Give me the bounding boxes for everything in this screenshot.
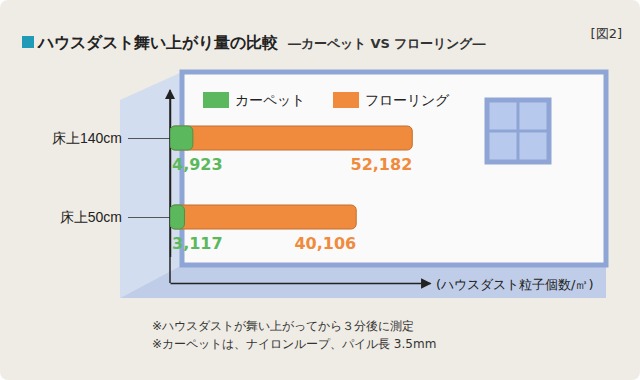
background xyxy=(0,0,640,380)
data-label: 40,106 xyxy=(294,234,356,253)
y-axis-arrow xyxy=(169,90,171,283)
x-axis-title: (ハウスダスト粒子個数/㎥) xyxy=(436,277,594,292)
legend-label: フローリング xyxy=(365,92,450,108)
back-wall xyxy=(182,72,606,265)
title-marker xyxy=(22,36,34,48)
bar xyxy=(170,126,193,150)
bar xyxy=(170,205,184,229)
data-labels: 52,182 40,106 4,923 3,117 xyxy=(172,155,412,253)
figure-label: [図2] xyxy=(591,26,622,41)
title: ハウスダスト舞い上がり量の比較 xyxy=(37,33,279,52)
data-label: 4,923 xyxy=(172,155,223,174)
y-axis: 床上140cm 床上50cm xyxy=(52,99,171,257)
y-tick: 床上140cm xyxy=(52,130,170,146)
legend-label: カーペット xyxy=(235,92,305,108)
legend-swatch xyxy=(203,92,229,108)
panel xyxy=(0,0,640,380)
y-tick-label: 床上50cm xyxy=(60,209,122,225)
x-axis xyxy=(171,283,431,284)
data-label: 3,117 xyxy=(172,234,223,253)
bar xyxy=(170,126,412,150)
left-wall xyxy=(120,72,182,298)
x-axis-line xyxy=(171,283,431,285)
legend: カーペット フローリング xyxy=(203,92,450,108)
floor xyxy=(120,265,606,298)
legend-swatch xyxy=(333,92,359,108)
bars xyxy=(170,126,412,229)
chart: ハウスダスト舞い上がり量の比較 ―カーペット VS フローリング― [図2] ※ハウス… xyxy=(0,0,640,380)
y-tick-mark xyxy=(128,138,170,139)
data-label: 52,182 xyxy=(351,155,413,174)
y-tick: 床上50cm xyxy=(60,209,170,225)
y-tick-mark xyxy=(128,217,170,218)
window xyxy=(487,100,549,162)
note: ※ハウスダストが舞い上がってから３分後に測定 xyxy=(152,319,414,333)
y-tick-label: 床上140cm xyxy=(52,130,122,146)
title-group: ハウスダスト舞い上がり量の比較 ―カーペット VS フローリング― xyxy=(37,33,485,52)
window-frame xyxy=(487,130,549,133)
note: ※カーペットは、ナイロンループ、パイル長 3.5mm xyxy=(152,337,436,351)
bar xyxy=(170,205,356,229)
subtitle: ―カーペット VS フローリング― xyxy=(288,36,485,51)
